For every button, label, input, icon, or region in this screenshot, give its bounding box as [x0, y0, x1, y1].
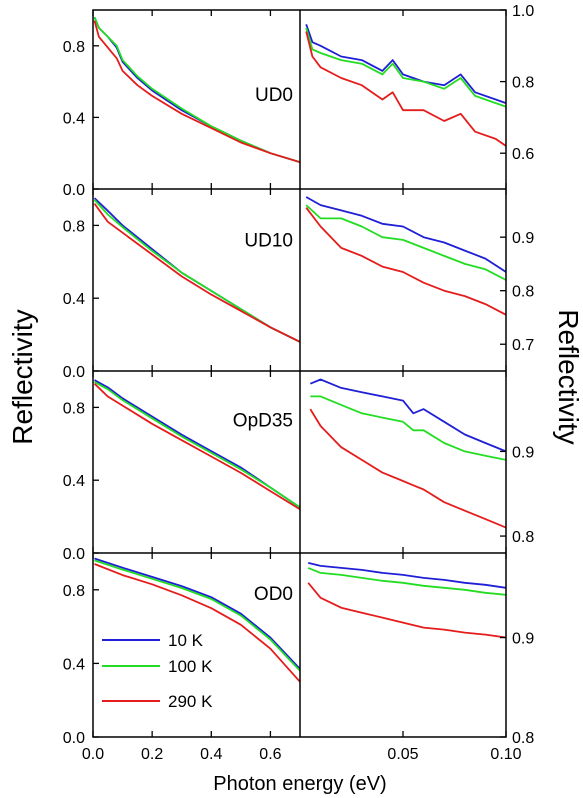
ytick-label: 0.0	[63, 182, 85, 199]
ytick-label: 0.8	[512, 284, 534, 301]
series-line-panel4-left-1	[94, 557, 300, 670]
panel-label: OpD35	[233, 411, 293, 432]
series-line-panel2-right-1	[305, 196, 506, 273]
panels-group: 0.0 0.4 0.8 0.6 0.8 1.0 UD0 0.0 0.4 0.8 0.7 0.8 0.9 U…	[63, 3, 535, 763]
left-y-axis-label: Reflectivity	[7, 309, 38, 444]
ytick-label: 0.0	[63, 546, 85, 563]
legend-label: 100 K	[168, 657, 213, 676]
ytick-label: 0.8	[512, 730, 534, 747]
legend-label: 290 K	[168, 692, 213, 711]
x-axis-label: Photon energy (eV)	[213, 773, 386, 795]
ytick-label: 0.9	[512, 230, 534, 247]
panel-label: UD0	[255, 85, 293, 106]
series-line-panel2-left-1	[93, 197, 300, 343]
series-line-panel1-right-1	[305, 24, 506, 104]
series-line-panel1-right-2	[305, 27, 506, 108]
xtick-label: 0.4	[200, 746, 222, 763]
panel-label: UD10	[244, 231, 293, 252]
ytick-label: 0.8	[63, 583, 85, 600]
series-line-panel4-left-2	[94, 559, 300, 672]
legend-label: 10 K	[168, 631, 204, 650]
ytick-label: 0.4	[63, 291, 85, 308]
ytick-label: 0.8	[63, 400, 85, 417]
ytick-label: 0.0	[63, 730, 85, 747]
ytick-label: 1.0	[512, 3, 534, 20]
xtick-label: 0.2	[141, 746, 163, 763]
xtick-label: 0.6	[259, 746, 281, 763]
series-line-panel3-left-1	[94, 379, 300, 509]
series-line-panel3-right-2	[310, 395, 506, 461]
series-line-panel1-left-2	[93, 16, 300, 164]
series-line-panel2-left-3	[93, 203, 300, 343]
ytick-label: 0.8	[63, 39, 85, 56]
ytick-label: 0.8	[512, 529, 534, 546]
series-line-panel4-left-3	[94, 563, 300, 683]
series-line-panel1-right-3	[305, 31, 506, 147]
ytick-label: 0.4	[63, 473, 85, 490]
series-line-panel3-left-3	[93, 383, 300, 511]
ytick-label: 0.9	[512, 631, 534, 648]
ytick-label: 0.8	[63, 218, 85, 235]
xtick-label: 0.0	[82, 746, 104, 763]
ytick-label: 0.9	[512, 444, 534, 461]
series-line-panel4-right-2	[307, 567, 506, 596]
series-line-panel3-left-2	[94, 381, 300, 509]
xtick-label: 0.05	[387, 746, 418, 763]
ytick-label: 0.8	[512, 75, 534, 92]
series-line-panel3-right-3	[309, 408, 506, 529]
ytick-label: 0.7	[512, 337, 534, 354]
panel-label: OD0	[254, 584, 293, 605]
series-line-panel4-right-1	[307, 562, 506, 589]
ytick-label: 0.6	[512, 146, 534, 163]
ytick-label: 0.4	[63, 656, 85, 673]
ytick-label: 0.4	[63, 110, 85, 127]
series-line-panel2-right-3	[305, 207, 506, 316]
xtick-label: 0.10	[490, 746, 521, 763]
series-line-panel1-left-3	[93, 20, 300, 164]
series-line-panel2-left-2	[93, 199, 300, 343]
right-y-axis-label: Reflectivity	[553, 309, 583, 444]
series-line-panel4-right-3	[307, 582, 506, 639]
ytick-label: 0.0	[63, 364, 85, 381]
series-line-panel2-right-2	[305, 204, 506, 281]
series-line-panel3-right-1	[309, 378, 506, 453]
